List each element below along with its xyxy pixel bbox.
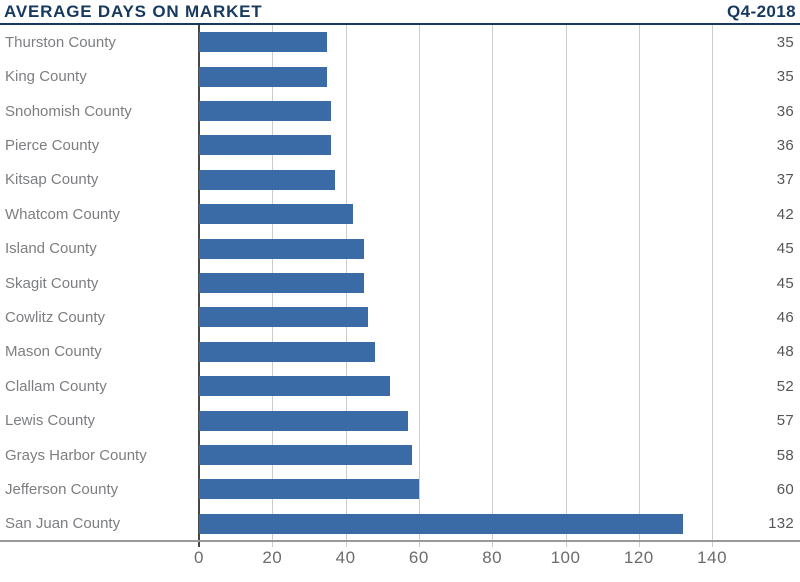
x-tick-label-40: 40 [335,548,356,567]
value-label: 52 [776,377,794,395]
bar-track [199,479,740,500]
bar [199,341,375,362]
bar [199,169,335,190]
county-label: King County [5,68,87,86]
bar-track [199,32,740,53]
bar [199,273,364,294]
x-tick-label-140: 140 [697,548,728,567]
value-label: 36 [776,102,794,120]
x-tick-label-100: 100 [550,548,581,567]
bar-row: Mason County 48 [0,335,800,369]
bar-row: King County 35 [0,59,800,93]
county-label: San Juan County [5,515,121,533]
value-label: 57 [776,412,794,430]
county-label: Kitsap County [5,171,99,189]
value-label: 35 [776,68,794,86]
bar-row: Grays Harbor County 58 [0,438,800,472]
bar-track [199,513,740,534]
value-label: 60 [776,480,794,498]
bar [199,376,390,397]
bar-track [199,341,740,362]
bar [199,204,353,225]
gridline-100 [565,25,567,547]
bar-row: Lewis County 57 [0,403,800,437]
bar [199,410,408,431]
county-label: Mason County [5,343,102,361]
value-label: 45 [776,274,794,292]
chart-title: AVERAGE DAYS ON MARKET [4,2,263,21]
chart-period-label: Q4-2018 [727,2,796,21]
value-label: 36 [776,136,794,154]
bar-track [199,169,740,190]
bar-rows: Thurston County 35 King County 35 Snohom… [0,25,800,541]
bar [199,135,331,156]
bar-row: Cowlitz County 46 [0,300,800,334]
x-axis-line [0,540,800,542]
bar-row: Island County 45 [0,231,800,265]
gridline-80 [492,25,494,547]
bar-row: Thurston County 35 [0,25,800,59]
bar-track [199,66,740,87]
county-label: Pierce County [5,136,100,154]
bar [199,101,331,122]
bar-track [199,135,740,156]
x-tick-label-80: 80 [482,548,503,567]
county-label: Island County [5,240,97,258]
x-tick-label-20: 20 [262,548,283,567]
bar [199,66,328,87]
bar-track [199,410,740,431]
chart-header: AVERAGE DAYS ON MARKET Q4-2018 [0,0,800,25]
bar-track [199,307,740,328]
county-label: Thurston County [5,33,116,51]
value-label: 42 [776,205,794,223]
bar [199,307,368,328]
x-tick-label-60: 60 [408,548,429,567]
x-tick-label-120: 120 [623,548,654,567]
county-label: Snohomish County [5,102,132,120]
county-label: Clallam County [5,377,107,395]
bar-track [199,204,740,225]
bar [199,479,419,500]
county-label: Whatcom County [5,205,121,223]
bar-row: Snohomish County 36 [0,94,800,128]
value-label: 35 [776,33,794,51]
county-label: Cowlitz County [5,308,106,326]
bar-row: Pierce County 36 [0,128,800,162]
county-label: Grays Harbor County [5,446,147,464]
gridline-60 [418,25,420,547]
bar [199,445,412,466]
value-label: 37 [776,171,794,189]
bar-row: Clallam County 52 [0,369,800,403]
bar-row: Whatcom County 42 [0,197,800,231]
bar-track [199,376,740,397]
county-label: Skagit County [5,274,99,292]
value-label: 46 [776,308,794,326]
value-label: 132 [768,515,794,533]
bar [199,238,364,259]
bar-track [199,445,740,466]
bar-track [199,273,740,294]
value-label: 48 [776,343,794,361]
bar [199,32,328,53]
gridline-120 [638,25,640,547]
x-tick-label-0: 0 [194,548,204,567]
x-axis-labels: 0 20 40 60 80 100 120 140 [0,548,800,572]
bar-track [199,101,740,122]
bar-row: Kitsap County 37 [0,163,800,197]
bar-track [199,238,740,259]
gridline-140 [712,25,714,547]
bar-row: San Juan County 132 [0,507,800,541]
bar [199,513,683,534]
bar-row: Jefferson County 60 [0,472,800,506]
value-label: 45 [776,240,794,258]
value-label: 58 [776,446,794,464]
county-label: Jefferson County [5,480,119,498]
bar-row: Skagit County 45 [0,266,800,300]
county-label: Lewis County [5,412,96,430]
